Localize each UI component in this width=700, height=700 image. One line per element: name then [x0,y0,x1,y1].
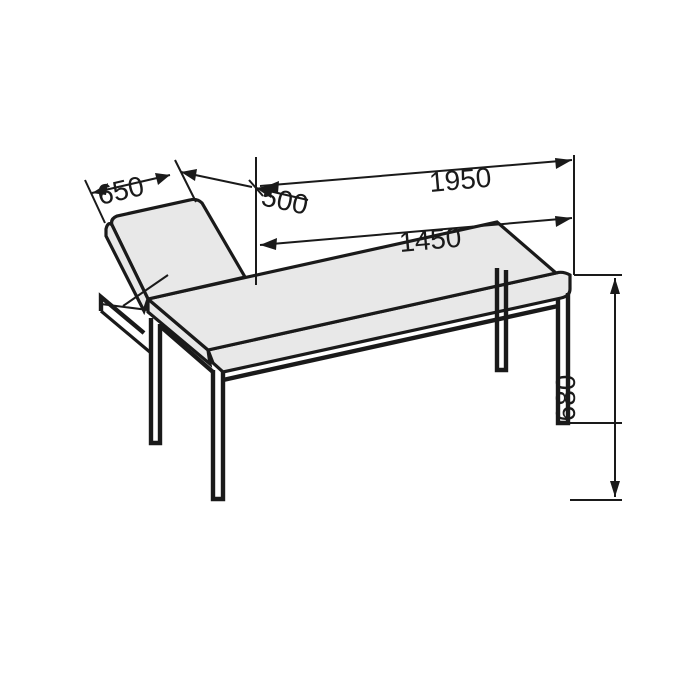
label-500: 500 [259,181,311,221]
technical-drawing: 650 500 1950 1450 680 [0,0,700,700]
label-650: 650 [94,170,146,211]
couch [101,199,570,499]
dim-680 [610,278,620,497]
dim-1950 [260,158,572,193]
label-680: 680 [550,375,581,422]
label-1450: 1450 [398,222,463,258]
leg-front-left [213,370,223,499]
leg-back-left [151,318,160,443]
label-1950: 1950 [428,162,493,198]
